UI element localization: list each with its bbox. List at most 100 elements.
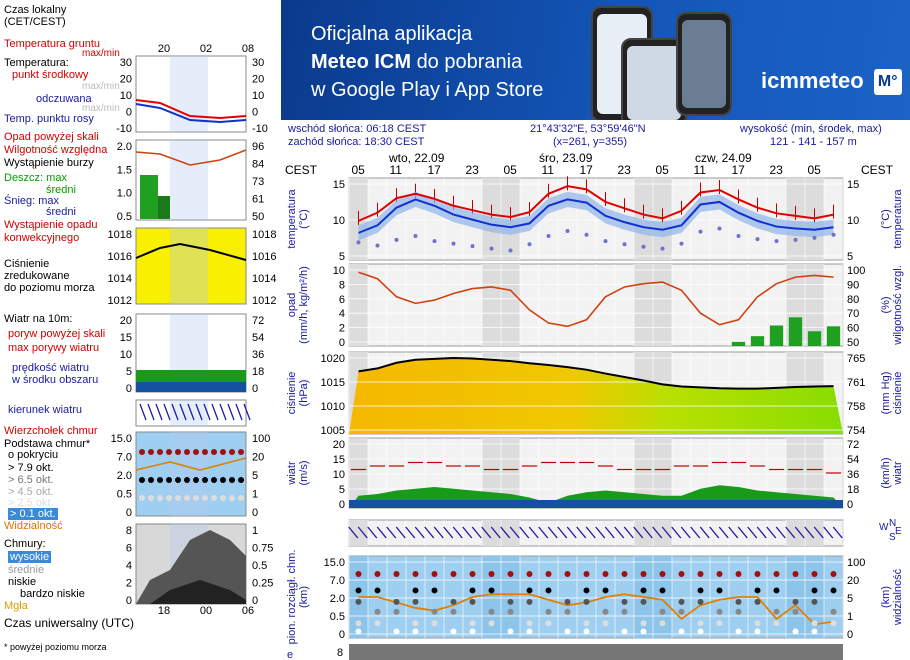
y-tick-left: 10: [333, 469, 345, 481]
legend-humidity-line: [135, 149, 247, 166]
cloud-base-dot: [754, 620, 761, 627]
wind-arrow: [376, 526, 387, 539]
cloud-base-dot: [374, 571, 381, 578]
legend-tick-right: 18: [252, 366, 264, 378]
legend-wind-arrow: [171, 403, 179, 421]
wind-arrow: [718, 526, 729, 539]
legend-wind-arrow: [187, 403, 195, 421]
legend-tick-left: 2.0: [117, 470, 132, 482]
legend-tick-right: -10: [252, 123, 268, 135]
wind-arrow: [509, 526, 520, 539]
legend-cloud-dot: [193, 477, 199, 483]
legend-tick-right: 61: [252, 194, 264, 206]
cloud-base-dot: [583, 620, 590, 627]
cloud-base-dot: [469, 587, 476, 594]
legend-tick-left: 1018: [108, 229, 132, 241]
legend-tick-left: 1012: [108, 295, 132, 307]
wind-arrow: [414, 526, 425, 539]
banner-line2-rest: do pobrania: [416, 51, 523, 73]
wind-arrow: [348, 526, 359, 539]
dew-point-dot: [584, 232, 589, 237]
y-tick-right: 100: [847, 265, 865, 277]
cloud-base-dot: [602, 571, 609, 578]
dew-point-dot: [660, 246, 665, 251]
temp-unit-left: (°C): [298, 209, 310, 229]
banner-line2: Meteo ICM do pobrania: [311, 48, 543, 76]
legend-temperature: Temperatura:: [4, 57, 69, 69]
dew-point-dot: [755, 237, 760, 242]
cloud-base-dot: [431, 620, 438, 627]
app-promo-banner[interactable]: Oficjalna aplikacja Meteo ICM do pobrani…: [281, 0, 910, 120]
legend-cloud-dot: [211, 477, 217, 483]
hour-label: 05: [352, 163, 366, 177]
y-tick-left: 4: [339, 308, 345, 320]
cloud-base-dot: [830, 608, 837, 615]
cloud-base-dot: [754, 571, 761, 578]
dew-point-dot: [793, 237, 798, 242]
cloud-base-dot: [811, 571, 818, 578]
legend-wind-arrow: [219, 403, 227, 421]
cloud-base-dot: [697, 598, 704, 605]
cloud-base-dot: [602, 608, 609, 615]
legend-cloud-dot: [166, 495, 172, 501]
legend-cloud-dot: [193, 449, 199, 455]
logo-badge: M°: [873, 69, 902, 96]
wind-arrow: [804, 526, 815, 539]
cloud-base-dot: [621, 628, 628, 635]
wind-arrow: [433, 526, 444, 539]
y-tick-right: 0: [847, 629, 853, 641]
legend-cloud-dot: [211, 495, 217, 501]
legend-low: niskie: [8, 576, 37, 588]
cloud-base-dot: [355, 571, 362, 578]
wind-arrow: [823, 526, 834, 539]
legend-cloud-dot: [175, 495, 181, 501]
legend-tick-left: 1016: [108, 251, 132, 263]
y-tick-left: 2: [339, 323, 345, 335]
wind-arrow: [386, 526, 397, 539]
wind-arrow: [690, 526, 701, 539]
y-tick-left: 1020: [321, 353, 345, 365]
legend-cloud-dot: [139, 495, 145, 501]
wind-arrow: [500, 526, 511, 539]
legend-wind-arrow: [155, 403, 163, 421]
legend-tick-left: 0.5: [117, 211, 132, 223]
cloud-base-dot: [830, 620, 837, 627]
legend-cloud-dot: [238, 477, 244, 483]
wind-arrow: [633, 526, 644, 539]
legend-tick-left: 20: [120, 74, 132, 86]
pressure-unit-left: (hPa): [298, 380, 310, 407]
y-tick-left: 8: [339, 279, 345, 291]
y-tick-right: 10: [847, 215, 859, 227]
legend-feels-line: [135, 103, 247, 124]
cloud-base-dot: [697, 628, 704, 635]
cloud-base-dot: [545, 587, 552, 594]
wind-arrow: [471, 526, 482, 539]
legend-mid: średnie: [8, 564, 45, 576]
cloud-base-dot: [640, 587, 647, 594]
legend-pressure-line: [135, 242, 247, 261]
legend-tick-left: 0: [126, 107, 132, 119]
cloud-base-dot: [393, 598, 400, 605]
grid-point-text: (x=261, y=355): [553, 136, 627, 148]
hour-label: 17: [580, 163, 594, 177]
compass-e: E: [895, 526, 902, 537]
y-tick-left: 5: [339, 484, 345, 496]
legend-tick-right: 84: [252, 159, 264, 171]
cloud-base-dot: [754, 598, 761, 605]
legend-cloud-dot: [220, 449, 226, 455]
y-tick-right: 20: [847, 575, 859, 587]
legend-tick-left: 1.5: [117, 164, 132, 176]
cloud-base-dot: [431, 571, 438, 578]
y-tick-left: 20: [333, 439, 345, 451]
legend-storm: Wystąpienie burzy: [4, 157, 94, 169]
y-tick-right: 1: [847, 611, 853, 623]
night-band: [349, 520, 368, 546]
y-tick-right: 765: [847, 353, 865, 365]
dew-point-dot: [831, 232, 836, 237]
cloud-base-dot: [583, 587, 590, 594]
legend-wind-base: [136, 382, 246, 392]
legend-bottom-tick: 00: [200, 605, 212, 617]
legend-cloud-dot: [139, 477, 145, 483]
dew-point-dot: [394, 237, 399, 242]
wind-arrow: [832, 526, 843, 539]
